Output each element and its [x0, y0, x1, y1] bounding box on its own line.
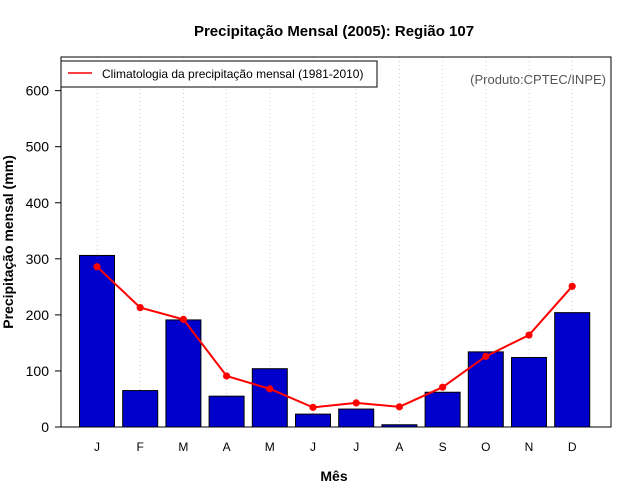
climatology-point-8: [395, 403, 403, 411]
credit-text: (Produto:CPTEC/INPE): [470, 72, 606, 87]
climatology-line: [96, 265, 573, 409]
climatology-point-7: [352, 399, 360, 407]
climatology-point-2: [136, 303, 144, 312]
bar-12: [554, 312, 591, 428]
plot-frame: [60, 56, 612, 428]
x-tick-label: S: [439, 440, 447, 454]
x-tick-label: F: [137, 440, 144, 454]
climatology-series: [93, 263, 576, 411]
x-axis-label: Mês: [320, 468, 347, 484]
y-axis-label: Precipitação mensal (mm): [0, 155, 16, 329]
chart-title: Precipitação Mensal (2005): Região 107: [194, 23, 474, 40]
legend-box: [60, 60, 378, 88]
bar-3: [165, 319, 202, 428]
climatology-point-4: [223, 372, 231, 380]
grid-lines: [96, 57, 573, 427]
x-tick-label: J: [94, 440, 100, 454]
y-tick-label: 600: [26, 83, 50, 99]
climatology-point-11: [525, 331, 533, 339]
x-tick-label: M: [178, 440, 188, 454]
bar-10: [467, 351, 504, 428]
y-tick-label: 0: [41, 419, 49, 435]
x-tick-label: M: [265, 440, 275, 454]
y-tick-label: 100: [26, 363, 50, 379]
x-tick-label: A: [395, 440, 403, 454]
climatology-point-3: [179, 315, 187, 323]
x-tick-label: D: [568, 440, 577, 454]
y-tick-label: 200: [26, 307, 50, 323]
y-tick-label: 500: [26, 139, 50, 155]
bar-9: [424, 391, 461, 428]
bar-7: [338, 408, 375, 428]
climatology-point-5: [266, 385, 274, 393]
x-tick-label: J: [310, 440, 316, 454]
y-tick-label: 300: [26, 251, 50, 267]
x-tick-label: O: [481, 440, 490, 454]
climatology-point-10: [482, 352, 490, 360]
climatology-point-6: [309, 403, 317, 411]
climatology-point-12: [568, 282, 576, 290]
bar-series: [79, 254, 591, 428]
legend: Climatologia da precipitação mensal (198…: [60, 60, 378, 88]
bar-5: [251, 368, 288, 428]
legend-label: Climatologia da precipitação mensal (198…: [102, 67, 363, 81]
bar-11: [511, 356, 547, 428]
bar-2: [122, 390, 159, 428]
bar-6: [295, 413, 331, 428]
y-tick-label: 400: [26, 195, 50, 211]
y-axis: 0 100 200 300 400 500 600: [26, 83, 61, 435]
climatology-point-9: [439, 383, 447, 391]
x-tick-label: A: [223, 440, 231, 454]
bar-4: [208, 395, 245, 428]
climatology-point-1: [93, 263, 101, 271]
x-tick-label: J: [353, 440, 359, 454]
bar-1: [79, 254, 115, 428]
x-tick-label: N: [525, 440, 534, 454]
